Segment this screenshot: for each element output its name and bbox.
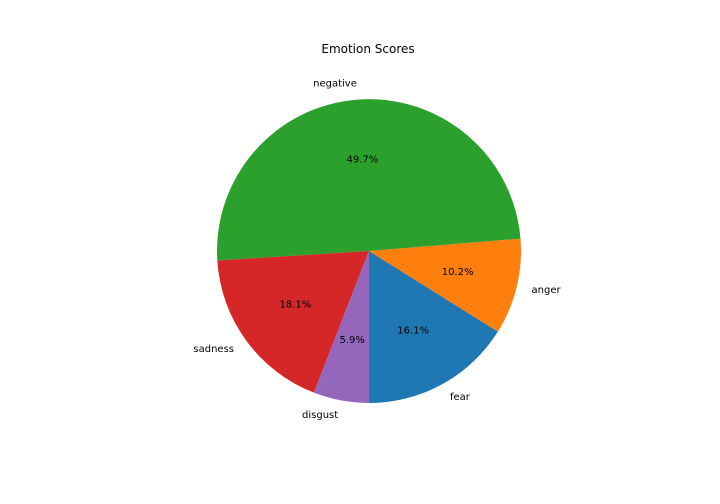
slice-label-negative: negative [313,79,357,90]
slice-percent-sadness: 18.1% [280,299,312,310]
pie-slices [217,99,521,403]
slice-percent-fear: 16.1% [397,325,429,336]
slice-percent-disgust: 5.9% [339,335,364,346]
pie-slice-anger [369,238,521,332]
slice-label-fear: fear [450,392,471,403]
slice-label-disgust: disgust [302,410,338,421]
pie-slice-fear [369,251,498,403]
pie-slice-disgust [313,251,369,403]
slice-percent-negative: 49.7% [347,155,379,166]
slice-label-anger: anger [532,285,562,296]
pie-labels: fear 16.1% anger 10.2% negative 49.7% sadness 1… [193,79,561,421]
chart-title: Emotion Scores [321,42,414,56]
slice-label-sadness: sadness [193,344,234,355]
pie-slice-sadness [217,251,369,393]
slice-percent-anger: 10.2% [442,267,474,278]
pie-slice-negative [217,99,521,261]
